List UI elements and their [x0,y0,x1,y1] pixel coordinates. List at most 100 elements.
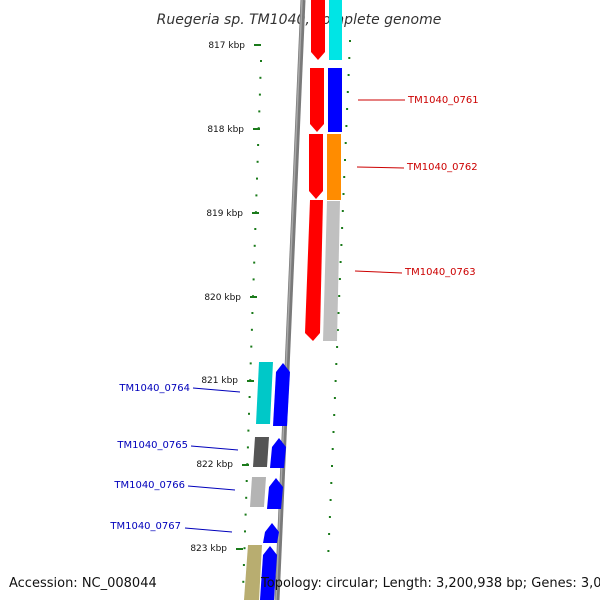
kbp-tick-817 [254,44,261,46]
outer-tick-dot [327,550,330,552]
gene-0762-cog[interactable] [309,134,323,199]
outer-tick-dot [333,397,336,399]
inner-tick-dot [253,244,256,247]
kbp-tick-823 [236,548,243,550]
map-title: Ruegeria sp. TM1040, complete genome [157,12,442,28]
gene-0767[interactable] [263,523,279,543]
kbp-tick-821 [247,380,254,382]
gene-label-0761[interactable]: TM1040_0761 [407,95,479,106]
outer-tick-dot [329,499,332,501]
inner-tick-dot [252,278,255,281]
gene-label-0766[interactable]: TM1040_0766 [113,480,185,491]
accession-text: Accession: NC_008044 [9,576,157,591]
inner-tick-dot [259,76,262,79]
kbp-label-819: 819 kbp [206,209,243,219]
inner-tick-dot [242,564,245,566]
position-tick-dots [242,60,262,583]
reverse-gene-labels: TM1040_0764 TM1040_0765 TM1040_0766 TM10… [109,383,241,533]
reverse-gene-track [260,363,290,600]
gene-0760-cog[interactable] [311,0,325,60]
gene-label-0762[interactable]: TM1040_0762 [406,162,478,173]
forward-cog-track [305,0,325,341]
inner-tick-dot [255,194,258,197]
kbp-label-817: 817 kbp [208,41,245,51]
forward-gene-track [323,0,342,341]
outer-tick-dot [345,125,348,127]
outer-tick-dot [344,159,346,161]
inner-tick-dot [244,513,247,516]
gene-label-0767[interactable]: TM1040_0767 [109,521,181,532]
gene-label-0764[interactable]: TM1040_0764 [118,383,190,394]
kbp-label-820: 820 kbp [204,293,241,303]
outer-tick-dot [328,516,331,518]
inner-tick-dot [243,547,246,550]
inner-tick-dot [245,480,248,482]
kbp-tick-820 [250,296,257,298]
outer-tick-dot [330,482,333,484]
inner-tick-dot [250,345,253,348]
kbp-tick-818 [253,128,260,130]
outer-tick-dot [340,244,343,246]
label-line-0765 [190,445,239,451]
inner-tick-dot [250,328,253,331]
gene-0763-cog[interactable] [305,200,323,341]
outer-tick-dot [346,91,349,93]
outer-tick-dot [336,329,339,331]
gene-0761-cog[interactable] [310,68,324,132]
gene-label-0765[interactable]: TM1040_0765 [116,440,188,451]
kbp-label-823: 823 kbp [190,544,227,554]
outer-tick-dot [348,57,351,59]
topology-text: Topology: circular; Length: 3,200,938 bp… [260,576,600,591]
inner-tick-dot [258,110,261,113]
outer-tick-dot [347,74,350,76]
inner-tick-dot [247,429,250,432]
inner-tick-dot [253,261,256,264]
outer-tick-dot [331,448,334,450]
outer-tick-dot [335,363,338,365]
inner-tick-dot [249,362,252,365]
outer-tick-dot [331,465,333,467]
outer-tick-dot [341,227,344,229]
inner-tick-dot [256,177,258,180]
gene-0765[interactable] [270,438,286,468]
gene-0760[interactable] [329,0,342,60]
gene-0766[interactable] [267,478,283,509]
outer-tick-dot [333,414,336,416]
gene-0762[interactable] [327,134,341,200]
outer-tick-dots [327,40,351,552]
label-line-0766 [187,485,236,491]
inner-tick-dot [246,446,249,449]
kbp-label-818: 818 kbp [207,125,244,135]
inner-tick-dot [254,228,257,230]
inner-tick-dot [244,530,246,533]
gene-0761[interactable] [328,68,342,132]
gene-0766-cog[interactable] [250,477,266,507]
gene-0764-cog[interactable] [256,362,273,424]
label-line-0762 [356,166,405,169]
outer-tick-dot [332,431,335,433]
kbp-label-822: 822 kbp [196,460,233,470]
gene-label-0763[interactable]: TM1040_0763 [404,267,476,278]
kbp-label-821: 821 kbp [201,376,238,386]
outer-tick-dot [339,261,342,263]
kbp-tick-822 [242,464,249,466]
kbp-tick-819 [252,212,259,214]
outer-tick-dot [328,533,331,535]
genome-backbone [274,0,306,600]
outer-tick-dot [337,312,340,314]
outer-tick-dot [346,108,349,110]
gene-0763[interactable] [323,201,340,341]
gene-0764[interactable] [273,363,290,426]
forward-gene-labels: TM1040_0761 TM1040_0762 TM1040_0763 [354,95,479,278]
gene-0768[interactable] [260,546,277,600]
outer-tick-dot [342,193,345,195]
label-line-0767 [184,527,233,533]
outer-tick-dot [338,295,341,297]
outer-tick-dot [341,210,344,212]
outer-tick-dot [343,176,346,178]
gene-0768-cog[interactable] [244,545,262,600]
gene-0765-cog[interactable] [253,437,269,467]
outer-tick-dot [334,380,337,382]
kbp-scale: 817 kbp 818 kbp 819 kbp 820 kbp 821 kbp … [190,41,261,554]
inner-tick-dot [245,496,248,499]
